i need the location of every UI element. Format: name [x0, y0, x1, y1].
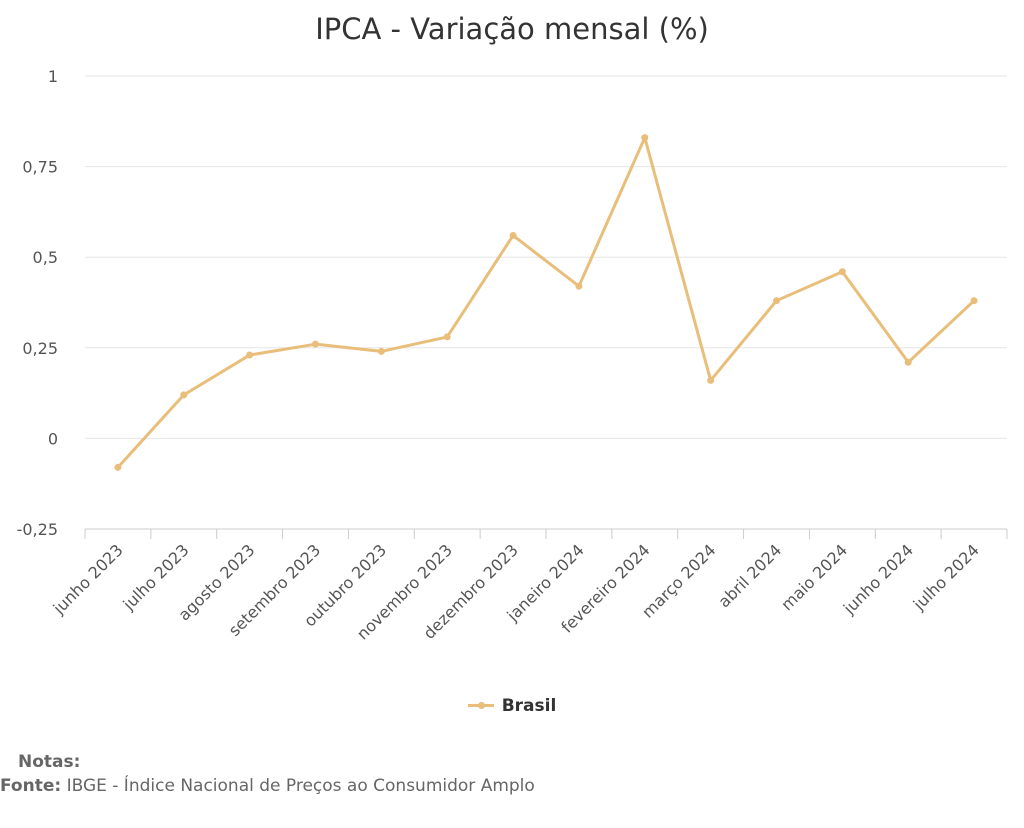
legend-label-brasil: Brasil — [501, 695, 557, 716]
data-point[interactable] — [575, 282, 583, 290]
y-tick-label: 1 — [48, 67, 58, 86]
data-point[interactable] — [443, 333, 451, 341]
data-point[interactable] — [246, 351, 254, 359]
data-point[interactable] — [509, 231, 517, 239]
series-brasil — [114, 134, 978, 471]
data-point[interactable] — [707, 376, 715, 384]
source-line: Fonte: IBGE - Índice Nacional de Preços … — [0, 776, 535, 796]
y-tick-label: 0,5 — [33, 248, 58, 267]
data-point[interactable] — [312, 340, 319, 348]
data-point[interactable] — [773, 297, 780, 305]
data-point[interactable] — [114, 463, 122, 471]
source-text: IBGE - Índice Nacional de Preços ao Cons… — [66, 776, 535, 796]
gridlines — [85, 75, 1007, 530]
data-point[interactable] — [180, 391, 188, 399]
series-line-brasil — [116, 136, 976, 469]
y-tick-label: 0,25 — [22, 339, 58, 358]
x-tick-label: junho 2024 — [839, 540, 917, 618]
legend[interactable]: Brasil — [0, 692, 1024, 716]
data-point[interactable] — [904, 358, 912, 366]
data-point[interactable] — [641, 134, 649, 142]
data-point[interactable] — [377, 347, 385, 355]
data-point[interactable] — [970, 297, 978, 305]
x-tick-label: abril 2024 — [714, 540, 785, 611]
chart-title: IPCA - Variação mensal (%) — [315, 12, 709, 46]
y-axis: -0,25 0 0,25 0,5 0,75 1 — [17, 67, 58, 539]
notes-label: Notas: — [18, 752, 81, 772]
x-tick-label: junho 2023 — [49, 540, 127, 618]
y-tick-label: 0 — [48, 429, 58, 448]
data-point[interactable] — [838, 268, 846, 276]
legend-line-marker-icon — [467, 702, 494, 709]
y-tick-label: -0,25 — [17, 520, 58, 539]
x-tick-label: julho 2024 — [909, 540, 983, 614]
y-tick-label: 0,75 — [22, 158, 58, 177]
source-label: Fonte: — [0, 776, 62, 796]
